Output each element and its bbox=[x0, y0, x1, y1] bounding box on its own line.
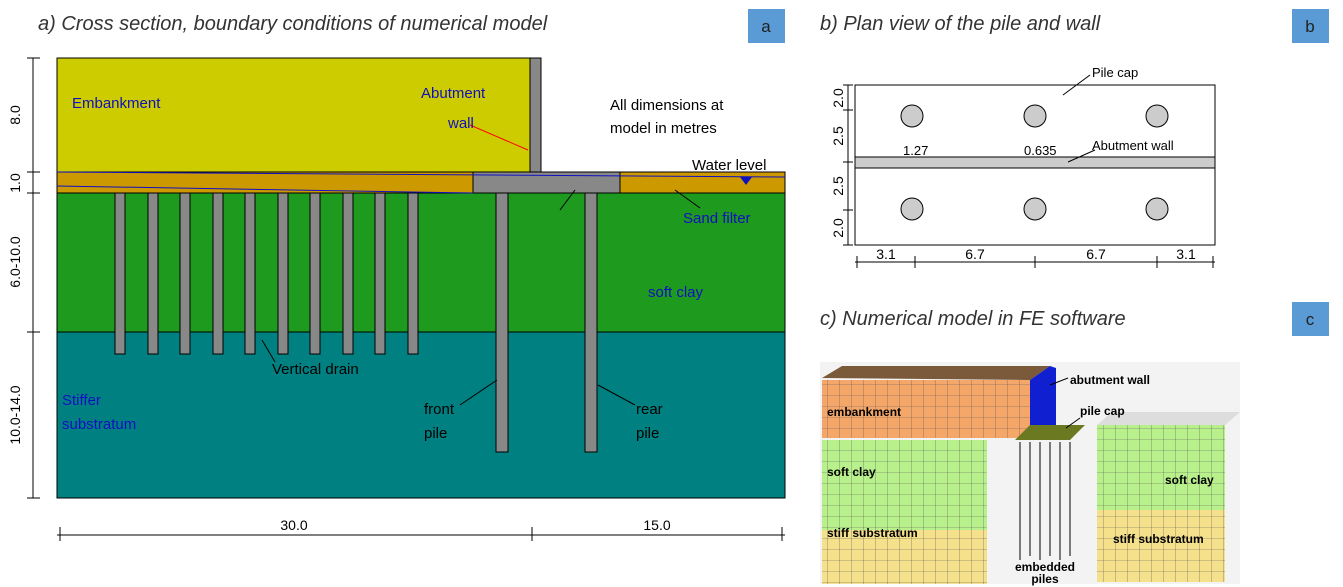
pile bbox=[1024, 105, 1046, 127]
embankment-top bbox=[822, 366, 1050, 380]
label: Abutment bbox=[421, 85, 486, 102]
dimension: 3.1 bbox=[1176, 246, 1196, 262]
drain bbox=[148, 193, 158, 354]
label: soft clay bbox=[1165, 473, 1214, 487]
label: soft clay bbox=[827, 465, 876, 479]
soft-clay-layer bbox=[57, 193, 785, 332]
label: stiff substratum bbox=[827, 526, 918, 540]
label: Stiffer bbox=[62, 392, 101, 409]
badge-label: b bbox=[1305, 17, 1314, 36]
mesh bbox=[1097, 425, 1225, 582]
panel-title: c) Numerical model in FE software bbox=[820, 308, 1126, 330]
badge-label: a bbox=[761, 17, 771, 36]
label: piles bbox=[1031, 572, 1059, 586]
label: Abutment wall bbox=[1092, 138, 1174, 153]
label: abutment wall bbox=[1070, 373, 1150, 387]
dimension: 2.0 bbox=[830, 218, 846, 238]
label: pile bbox=[636, 425, 659, 442]
dimension-line bbox=[57, 527, 785, 541]
figure: a) Cross section, boundary conditions of… bbox=[0, 0, 1343, 587]
drain bbox=[180, 193, 190, 354]
mesh bbox=[822, 440, 987, 584]
dimension: 2.5 bbox=[830, 176, 846, 196]
label: pile bbox=[424, 425, 447, 442]
abutment-wall bbox=[855, 157, 1215, 168]
dimension: 2.0 bbox=[830, 88, 846, 108]
panel-b: b) Plan view of the pile and wall b Pile… bbox=[820, 9, 1329, 268]
label: Pile cap bbox=[1092, 65, 1138, 80]
dimension: 10.0-14.0 bbox=[7, 385, 23, 444]
label: Vertical drain bbox=[272, 361, 359, 378]
label: embankment bbox=[827, 405, 901, 419]
label: model in metres bbox=[610, 120, 717, 137]
label: pile cap bbox=[1080, 404, 1125, 418]
panel-title: b) Plan view of the pile and wall bbox=[820, 13, 1101, 35]
dimension: 15.0 bbox=[643, 517, 670, 533]
rear-pile bbox=[585, 193, 597, 452]
dimension: 6.0-10.0 bbox=[7, 236, 23, 288]
label: All dimensions at bbox=[610, 97, 724, 114]
label: soft clay bbox=[648, 284, 704, 301]
label: Water level bbox=[692, 157, 766, 174]
dimension: 8.0 bbox=[7, 105, 23, 125]
front-pile bbox=[496, 193, 508, 452]
panel-a: a) Cross section, boundary conditions of… bbox=[7, 9, 785, 541]
drain bbox=[213, 193, 223, 354]
drain bbox=[375, 193, 385, 354]
label: 1.27 bbox=[903, 143, 928, 158]
dimension: 6.7 bbox=[1086, 246, 1106, 262]
label: 0.635 bbox=[1024, 143, 1057, 158]
dimension: 30.0 bbox=[280, 517, 307, 533]
dimension: 3.1 bbox=[876, 246, 896, 262]
label: stiff substratum bbox=[1113, 532, 1204, 546]
label: front bbox=[424, 401, 455, 418]
label: wall bbox=[447, 115, 474, 132]
substratum-layer bbox=[57, 332, 785, 498]
label: Sand filter bbox=[683, 210, 751, 227]
drain bbox=[245, 193, 255, 354]
dimension: 6.7 bbox=[965, 246, 985, 262]
dimension: 1.0 bbox=[7, 173, 23, 193]
drain bbox=[343, 193, 353, 354]
pile bbox=[1024, 198, 1046, 220]
pile bbox=[1146, 198, 1168, 220]
panel-title: a) Cross section, boundary conditions of… bbox=[38, 13, 548, 35]
sand-filter-layer bbox=[57, 172, 785, 193]
drain bbox=[310, 193, 320, 354]
pile bbox=[1146, 105, 1168, 127]
label: Embankment bbox=[72, 95, 161, 112]
drain bbox=[278, 193, 288, 354]
dimension-line bbox=[855, 256, 1215, 268]
label: rear bbox=[636, 401, 663, 418]
dimension-line bbox=[27, 58, 40, 498]
label: substratum bbox=[62, 416, 136, 433]
badge-label: c bbox=[1306, 310, 1315, 329]
pile bbox=[901, 105, 923, 127]
drain bbox=[115, 193, 125, 354]
drain bbox=[408, 193, 418, 354]
pile bbox=[901, 198, 923, 220]
dimension: 2.5 bbox=[830, 126, 846, 146]
abutment-wall bbox=[530, 58, 541, 172]
panel-c: c) Numerical model in FE software c abut… bbox=[820, 302, 1329, 586]
